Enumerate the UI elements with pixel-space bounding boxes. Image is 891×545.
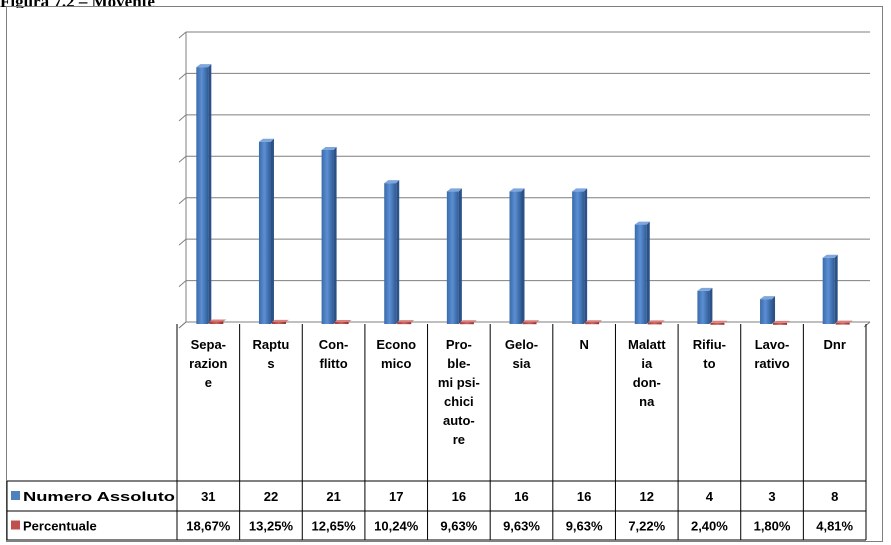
series-name: Percentuale	[23, 519, 97, 534]
data-label: 21	[326, 489, 340, 504]
series-name: Numero Assoluto	[23, 489, 175, 504]
bar-numero-assoluto	[572, 188, 588, 324]
bar-percentuale	[835, 320, 853, 325]
legend-key-percentuale	[11, 520, 20, 530]
bar-numero-assoluto	[634, 221, 650, 324]
data-label: 18,67%	[186, 519, 231, 534]
bar-percentuale	[271, 319, 289, 324]
category-label: Econo mico	[376, 337, 416, 371]
data-label: 16	[514, 489, 528, 504]
category-label: Malatt ia don-na	[628, 337, 666, 409]
data-label: 12,65%	[312, 519, 357, 534]
data-label: 16	[452, 489, 466, 504]
bar-numero-assoluto	[258, 138, 274, 324]
data-label: 10,24%	[374, 519, 419, 534]
bar-percentuale	[459, 320, 477, 325]
data-label: 4	[706, 489, 714, 504]
data-label: 17	[389, 489, 403, 504]
bar-percentuale	[209, 319, 227, 324]
data-table: Sepa-razion e Raptu s Con-flitto Econo mico Pro…	[6, 324, 867, 541]
category-label: Sepa-razion e	[189, 337, 227, 390]
gridline-tick	[178, 280, 187, 287]
data-label: 2,40%	[691, 519, 728, 534]
data-label: 1,80%	[754, 519, 791, 534]
category-label: Rifiu-to	[693, 337, 726, 371]
bar-numero-assoluto	[446, 188, 462, 324]
data-label: 4,81%	[816, 519, 853, 534]
bar-percentuale	[522, 320, 540, 325]
bar-numero-assoluto	[697, 287, 713, 324]
chart-frame	[6, 6, 883, 542]
bar-percentuale	[773, 320, 791, 325]
figure-caption: Figura 7.2 – Movente	[0, 0, 155, 8]
bar-percentuale	[334, 319, 352, 324]
bar-percentuale	[585, 320, 603, 325]
bar-percentuale	[397, 320, 415, 325]
legend-key-numero-assoluto	[11, 491, 20, 500]
gridline-tick	[178, 114, 187, 122]
floor-edge-left	[178, 321, 187, 329]
data-label: 8	[831, 489, 838, 504]
data-label: 9,63%	[503, 519, 540, 534]
gridline-tick	[178, 197, 187, 205]
bar-numero-assoluto	[196, 64, 212, 325]
data-label: 3	[768, 489, 775, 504]
gridline-tick	[178, 31, 187, 39]
bar-numero-assoluto	[509, 188, 525, 324]
category-label: Lavo-rativo	[754, 337, 789, 371]
bar-numero-assoluto	[321, 147, 337, 324]
category-label: N	[579, 337, 588, 352]
gridline-tick	[178, 238, 187, 246]
bar-numero-assoluto	[760, 296, 776, 324]
data-label: 22	[264, 489, 278, 504]
bar-percentuale	[710, 320, 728, 325]
data-label: 9,63%	[440, 519, 477, 534]
floor-edge-right	[863, 321, 871, 328]
gridlines	[178, 31, 871, 329]
bar-numero-assoluto	[384, 180, 400, 324]
gridline-tick	[178, 155, 187, 163]
gridline-tick	[178, 73, 187, 80]
category-label: Gelo-sia	[505, 337, 538, 371]
category-label: Raptu s	[253, 337, 290, 371]
category-label: Pro-ble-mi psi-chici auto-re	[438, 337, 480, 447]
category-headers: Sepa-razion e Raptu s Con-flitto Econo mico Pro…	[189, 337, 846, 447]
data-label: 12	[640, 489, 654, 504]
data-label: 16	[577, 489, 591, 504]
bar-numero-assoluto	[822, 254, 838, 324]
data-label: 31	[201, 489, 215, 504]
bars	[196, 64, 853, 325]
category-label: Con-flitto	[319, 337, 349, 371]
data-label: 9,63%	[566, 519, 603, 534]
data-label: 13,25%	[249, 519, 294, 534]
category-label: Dnr	[823, 337, 845, 352]
bar-percentuale	[647, 320, 665, 325]
data-label: 7,22%	[628, 519, 665, 534]
